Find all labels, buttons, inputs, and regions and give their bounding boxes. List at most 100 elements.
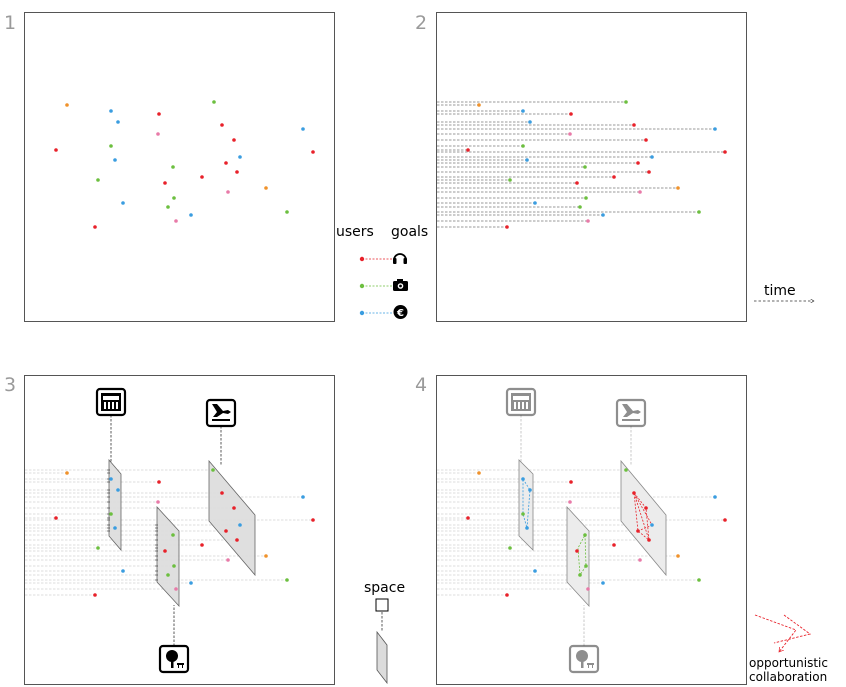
user-dot (528, 120, 532, 124)
panel-3-frame (24, 375, 335, 685)
headphones-icon (393, 253, 407, 264)
panel-4-planes (518, 459, 667, 608)
user-dot (109, 144, 113, 148)
stadium-icon (95, 387, 127, 417)
user-dot (171, 165, 175, 169)
user-dot (96, 546, 100, 550)
user-dot (505, 593, 509, 597)
user-dot (174, 587, 178, 591)
user-dot (220, 123, 224, 127)
user-dot (220, 491, 224, 495)
user-dot (301, 495, 305, 499)
user-dot (584, 196, 588, 200)
user-dot (93, 593, 97, 597)
user-dot (528, 488, 532, 492)
user-dot (285, 578, 289, 582)
user-dot (569, 112, 573, 116)
user-dot (311, 518, 315, 522)
user-dot (65, 103, 69, 107)
user-dot (109, 109, 113, 113)
user-dot (583, 165, 587, 169)
space-label: space (364, 580, 406, 596)
legend-goals-label: goals (391, 224, 429, 240)
space-plane-stadium (108, 458, 122, 552)
user-dot (477, 103, 481, 107)
user-dot (264, 186, 268, 190)
user-dot (65, 471, 69, 475)
user-dot (232, 138, 236, 142)
user-dot (586, 587, 590, 591)
space-plane-airport (620, 459, 667, 577)
user-dot (172, 564, 176, 568)
user-dot (676, 554, 680, 558)
panel-1-dots (54, 100, 315, 229)
user-dot (93, 225, 97, 229)
panel-4-number: 4 (415, 374, 428, 396)
user-dot (166, 205, 170, 209)
user-dot (121, 201, 125, 205)
user-dot (189, 213, 193, 217)
user-dot (211, 468, 215, 472)
stadium-icon (505, 387, 537, 417)
airport-icon (205, 398, 237, 428)
user-dot (235, 170, 239, 174)
user-dot (624, 100, 628, 104)
space-plane-airport (208, 459, 256, 577)
panel-2-dots (466, 100, 727, 229)
panel-4-dots (466, 468, 727, 597)
panel-1-frame (24, 12, 335, 322)
user-dot (521, 512, 525, 516)
user-dot (109, 477, 113, 481)
user-dot (163, 549, 167, 553)
user-dot (238, 155, 242, 159)
user-dot (612, 543, 616, 547)
user-dot (644, 506, 648, 510)
user-dot (157, 112, 161, 116)
user-dot (650, 155, 654, 159)
user-dot (676, 186, 680, 190)
collab-legend-icon (754, 614, 812, 652)
collab-paths-blue (522, 478, 531, 529)
user-dot (568, 132, 572, 136)
user-dot (521, 477, 525, 481)
user-dot (575, 549, 579, 553)
user-dot (521, 144, 525, 148)
user-dot (525, 158, 529, 162)
user-dot (200, 543, 204, 547)
panel-1-number: 1 (4, 12, 17, 34)
user-dot (121, 569, 125, 573)
panel-2-number: 2 (415, 12, 428, 34)
user-dot (238, 523, 242, 527)
user-dot (533, 569, 537, 573)
user-dot (466, 516, 470, 520)
svg-text:€: € (396, 308, 404, 319)
collab-label-line1: opportunistic (749, 656, 828, 670)
collab-paths-green (577, 534, 587, 577)
user-dot (533, 201, 537, 205)
panel-3-dots (54, 468, 315, 597)
user-dot (200, 175, 204, 179)
user-dot (647, 538, 651, 542)
space-square-icon (375, 598, 389, 612)
user-dot (697, 210, 701, 214)
user-dot (54, 516, 58, 520)
user-dot (508, 546, 512, 550)
collab-label-line2: collaboration (749, 670, 828, 684)
space-plane-park (156, 505, 180, 608)
user-dot (723, 150, 727, 154)
user-dot (166, 573, 170, 577)
park-icon (568, 644, 600, 674)
camera-icon (393, 279, 408, 291)
user-dot (521, 109, 525, 113)
panel-2-frame (436, 12, 747, 322)
user-dot (650, 523, 654, 527)
panel-3-planes (108, 458, 256, 608)
user-dot (264, 554, 268, 558)
park-icon (158, 644, 190, 674)
user-dot (647, 170, 651, 174)
user-dot (109, 512, 113, 516)
user-dot (638, 190, 642, 194)
panel-3-number: 3 (4, 374, 17, 396)
user-dot (586, 219, 590, 223)
user-dot (301, 127, 305, 131)
